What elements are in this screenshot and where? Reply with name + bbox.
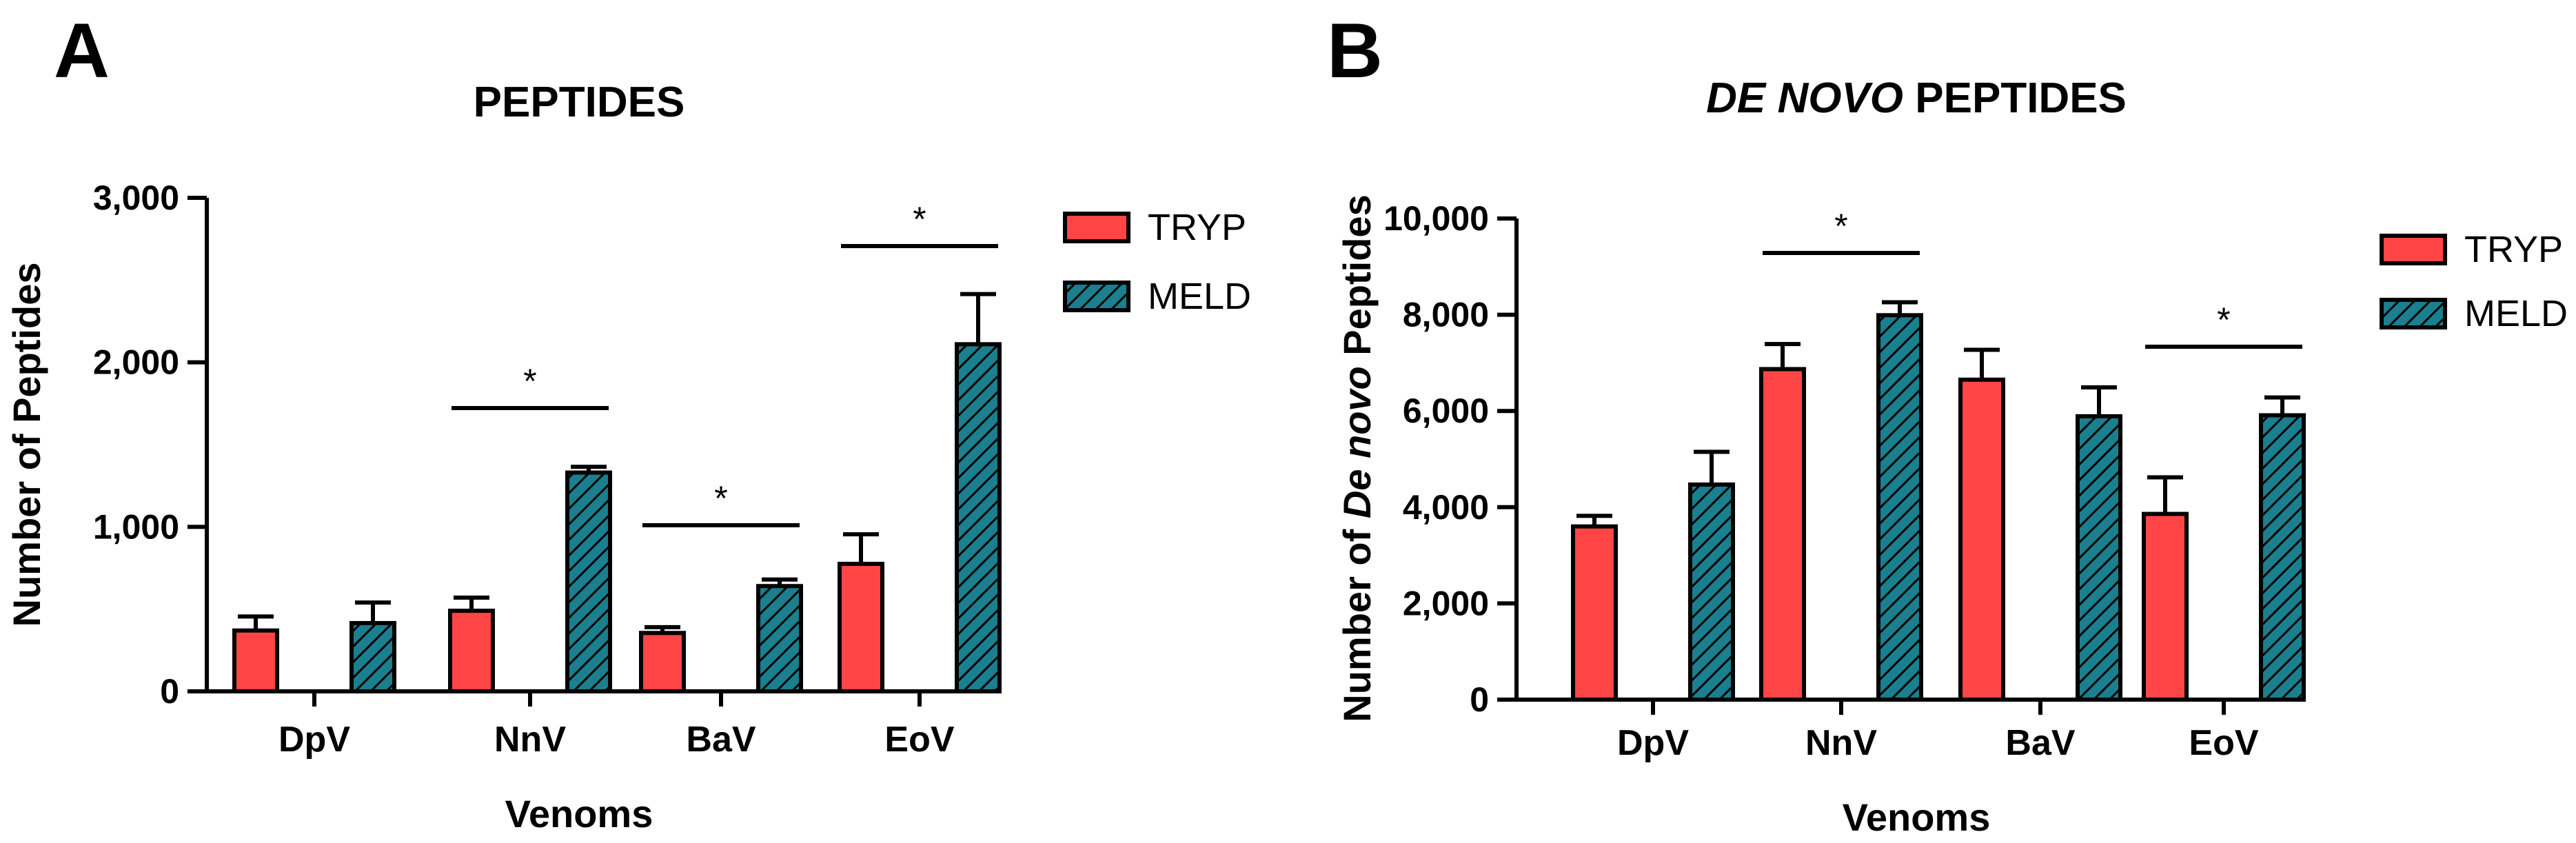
chart-b-significance-label: * — [2217, 301, 2230, 339]
chart-b-xtick-label: DpV — [1617, 723, 1689, 763]
chart-a-bar-meld-nnv — [565, 470, 612, 693]
chart-b-legend-label-tryp: TRYP — [2464, 229, 2563, 270]
chart-b-bar-meld-nnv — [1876, 313, 1923, 702]
chart-a-ytick-label: 3,000 — [93, 179, 179, 217]
chart-b-ytick-label: 8,000 — [1403, 296, 1489, 334]
chart-b-legend-swatch-tryp — [2380, 234, 2447, 265]
chart-a-significance-label: * — [523, 362, 536, 400]
chart-a-ytick-label: 1,000 — [93, 507, 179, 546]
chart-b-xtick-label: BaV — [2005, 723, 2075, 763]
chart-b-bar-meld-eov — [2259, 413, 2306, 702]
chart-a-ytick-label: 0 — [160, 672, 179, 711]
chart-a-legend-label-meld: MELD — [1148, 276, 1251, 317]
chart-b-ytick-label: 0 — [1470, 680, 1489, 719]
panel-a-label: A — [54, 8, 110, 94]
chart-b-bar-meld-dpv — [1688, 482, 1735, 702]
chart-b-bar-tryp-nnv — [1759, 367, 1806, 702]
chart-a-significance-label: * — [714, 479, 727, 518]
chart-a-legend-label-tryp: TRYP — [1148, 207, 1246, 248]
chart-a-xtick-label: EoV — [884, 720, 954, 760]
chart-b-ytick-label: 2,000 — [1403, 584, 1489, 622]
chart-a-significance-label: * — [913, 200, 926, 238]
chart-b-title-rest: PEPTIDES — [1903, 74, 2127, 122]
chart-a-bar-meld-eov — [955, 342, 1002, 693]
chart-b: 0 2,000 4,000 6,000 8,000 10,000 DpV NnV BaV EoV *… — [1335, 194, 2568, 839]
chart-b-xtick-label: EoV — [2189, 723, 2258, 763]
chart-a-bar-tryp-dpv — [232, 628, 279, 694]
chart-b-xlabel: Venoms — [1843, 795, 1991, 839]
chart-a-ylabel: Number of Peptides — [5, 263, 48, 627]
chart-a-xlabel: Venoms — [505, 792, 653, 835]
chart-a-bar-tryp-bav — [639, 631, 686, 693]
chart-a-xtick-label: NnV — [494, 720, 566, 760]
chart-a-bar-meld-bav — [756, 584, 803, 694]
chart-b-legend-label-meld: MELD — [2464, 293, 2568, 334]
chart-b-title-italic: DE NOVO — [1706, 74, 1904, 122]
chart-b-bar-meld-bav — [2076, 414, 2122, 702]
chart-b-ytick-label: 10,000 — [1383, 199, 1489, 238]
chart-b-ytick-label: 6,000 — [1403, 392, 1489, 430]
chart-a-legend-swatch-meld — [1063, 281, 1130, 312]
chart-b-xtick-label: NnV — [1805, 723, 1877, 763]
chart-b-ytick-label: 4,000 — [1403, 488, 1489, 527]
chart-b-bar-tryp-eov — [2142, 511, 2189, 702]
panel-b-label: B — [1327, 8, 1383, 94]
chart-b-bar-tryp-bav — [1958, 377, 2005, 702]
chart-b-title: DE NOVO PEPTIDES — [1706, 77, 2127, 120]
chart-b-ylabel: Number of De novo Peptides — [1335, 194, 1379, 722]
chart-b-significance-label: * — [1834, 207, 1847, 245]
chart-a: 0 1,000 2,000 3,000 DpV NnV BaV EoV * * * Venoms Num… — [5, 179, 1251, 835]
chart-a-bar-tryp-eov — [838, 562, 884, 693]
chart-a-bar-tryp-nnv — [448, 609, 495, 694]
chart-a-ytick-label: 2,000 — [93, 343, 179, 382]
chart-a-title: PEPTIDES — [473, 79, 685, 126]
chart-a-xtick-label: BaV — [686, 720, 755, 760]
chart-b-legend-swatch-meld — [2380, 298, 2447, 329]
chart-a-xtick-label: DpV — [278, 720, 350, 760]
chart-a-legend-swatch-tryp — [1063, 212, 1130, 243]
chart-a-bar-meld-dpv — [349, 620, 396, 693]
chart-b-bar-tryp-dpv — [1571, 524, 1618, 702]
